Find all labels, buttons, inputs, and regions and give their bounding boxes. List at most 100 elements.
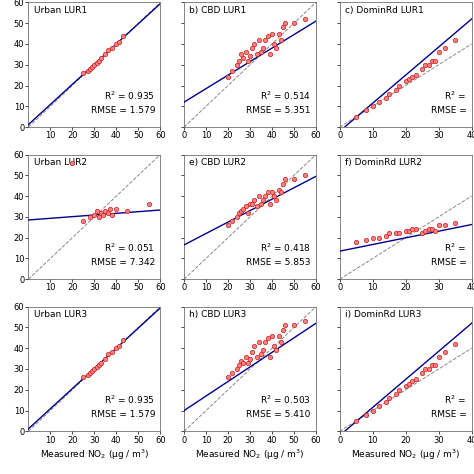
Point (80, 69, 87, 77)
Point (369, 234, 376, 241)
Point (369, 102, 376, 110)
Point (248, 348, 256, 356)
Point (402, 78, 410, 85)
Text: RMSE = 5.853: RMSE = 5.853 (246, 258, 311, 267)
Point (113, 345, 120, 352)
Point (119, 336, 127, 344)
Text: RMSE = 7.342: RMSE = 7.342 (91, 258, 155, 267)
Point (395, 386, 403, 393)
Point (409, 378, 416, 385)
Point (402, 382, 410, 390)
Point (228, 67, 236, 75)
Point (301, 15, 309, 23)
Point (362, 236, 370, 244)
Text: e) CBD LUR2: e) CBD LUR2 (189, 158, 246, 167)
Point (106, 205, 114, 212)
Point (441, 221, 449, 229)
Point (101, 355, 109, 363)
Text: i) DominRd LUR3: i) DominRd LUR3 (345, 310, 421, 319)
Point (271, 192, 278, 200)
Point (262, 36, 269, 44)
Text: R$^2$ = 0.051: R$^2$ = 0.051 (104, 242, 155, 254)
Point (266, 353, 273, 360)
Point (91, 211, 98, 219)
Point (362, 107, 370, 114)
Point (271, 342, 278, 350)
X-axis label: Measured NO$_2$ (μg / m$^3$): Measured NO$_2$ (μg / m$^3$) (351, 447, 460, 462)
Point (264, 188, 272, 196)
Point (382, 232, 390, 239)
Point (405, 380, 413, 387)
Point (253, 203, 260, 210)
Point (409, 73, 416, 81)
Point (409, 226, 416, 233)
Point (91, 365, 98, 373)
Point (97, 359, 105, 366)
Text: Urban LUR3: Urban LUR3 (34, 310, 87, 319)
Point (115, 342, 122, 350)
Point (266, 201, 273, 208)
Point (235, 57, 243, 64)
Point (84, 372, 91, 379)
Point (253, 51, 260, 58)
Point (108, 211, 116, 219)
Point (290, 19, 298, 27)
Point (435, 221, 442, 229)
Point (88, 63, 96, 71)
Point (237, 51, 245, 58)
Point (385, 90, 393, 98)
Point (425, 226, 433, 233)
Point (375, 98, 383, 106)
Point (93, 59, 100, 66)
Text: RMSE = 5.410: RMSE = 5.410 (246, 410, 311, 419)
Point (108, 44, 116, 52)
Point (237, 357, 245, 365)
Point (375, 234, 383, 241)
Point (235, 209, 243, 217)
Point (266, 51, 273, 58)
Point (412, 226, 419, 233)
Point (428, 226, 436, 233)
Point (259, 346, 267, 354)
Point (273, 44, 280, 52)
Text: RMSE = 1.579: RMSE = 1.579 (91, 106, 155, 115)
Text: RMSE =: RMSE = (430, 106, 466, 115)
Point (86, 369, 94, 377)
Point (435, 353, 442, 360)
Point (419, 230, 426, 237)
Point (69, 159, 76, 166)
Text: R$^2$ =: R$^2$ = (444, 394, 466, 406)
Point (113, 205, 120, 212)
Point (264, 32, 272, 39)
Point (248, 44, 256, 52)
Point (101, 207, 109, 214)
Point (412, 375, 419, 383)
Point (392, 230, 400, 237)
Point (84, 67, 91, 75)
Point (228, 217, 236, 225)
Point (224, 374, 232, 381)
Point (425, 61, 433, 69)
Point (271, 40, 278, 48)
Point (108, 348, 116, 356)
Point (262, 192, 269, 200)
Text: Urban LUR1: Urban LUR1 (34, 6, 87, 15)
Point (419, 369, 426, 377)
Point (268, 332, 276, 339)
Point (240, 55, 247, 62)
Point (431, 57, 439, 64)
Text: b) CBD LUR1: b) CBD LUR1 (189, 6, 246, 15)
Point (104, 209, 111, 217)
Point (233, 61, 241, 69)
Point (277, 188, 284, 196)
Point (257, 351, 265, 358)
Point (255, 192, 263, 200)
Text: R$^2$ = 0.935: R$^2$ = 0.935 (104, 90, 155, 102)
Point (242, 48, 249, 56)
Point (362, 411, 370, 419)
Point (259, 44, 267, 52)
Point (240, 359, 247, 366)
Point (353, 238, 360, 246)
Point (91, 61, 98, 69)
Text: R$^2$ =: R$^2$ = (444, 242, 466, 254)
